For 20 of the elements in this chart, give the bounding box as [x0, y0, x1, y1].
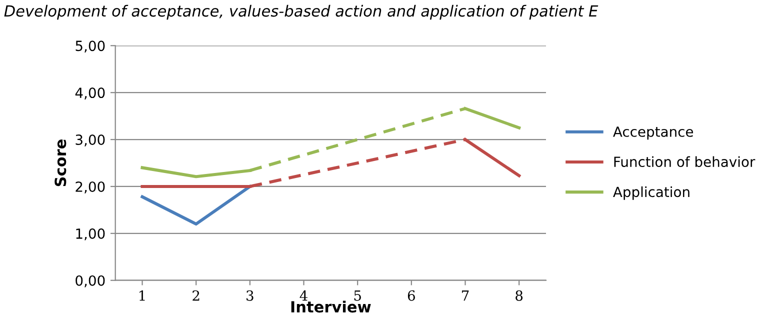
y-tick-label: 1,00	[76, 228, 105, 240]
x-tick-label: 3	[246, 290, 254, 301]
legend-label: Application	[613, 186, 690, 200]
y-tick-label: 5,00	[76, 40, 105, 53]
y-tick-label: 0,00	[76, 275, 105, 288]
legend-label: Acceptance	[613, 126, 694, 140]
x-tick-label: 4	[300, 290, 308, 301]
x-tick-label: 5	[354, 290, 361, 301]
x-tick-label: 6	[408, 290, 415, 301]
y-tick-label: 3,00	[76, 134, 105, 146]
x-tick-label: 7	[462, 290, 469, 301]
chart-title: Development of acceptance, values-based action and application of patient E	[4, 4, 598, 20]
y-tick-label: 4,00	[75, 88, 105, 100]
x-tick-label: 2	[192, 290, 200, 301]
legend-label: Function of behavior	[614, 156, 756, 168]
x-tick-label: 1	[140, 290, 145, 301]
y-axis-title: Score	[54, 140, 66, 186]
y-tick-label: 2,00	[76, 181, 105, 194]
x-tick-label: 8	[516, 290, 523, 301]
x-axis-title: Interview	[291, 300, 371, 313]
